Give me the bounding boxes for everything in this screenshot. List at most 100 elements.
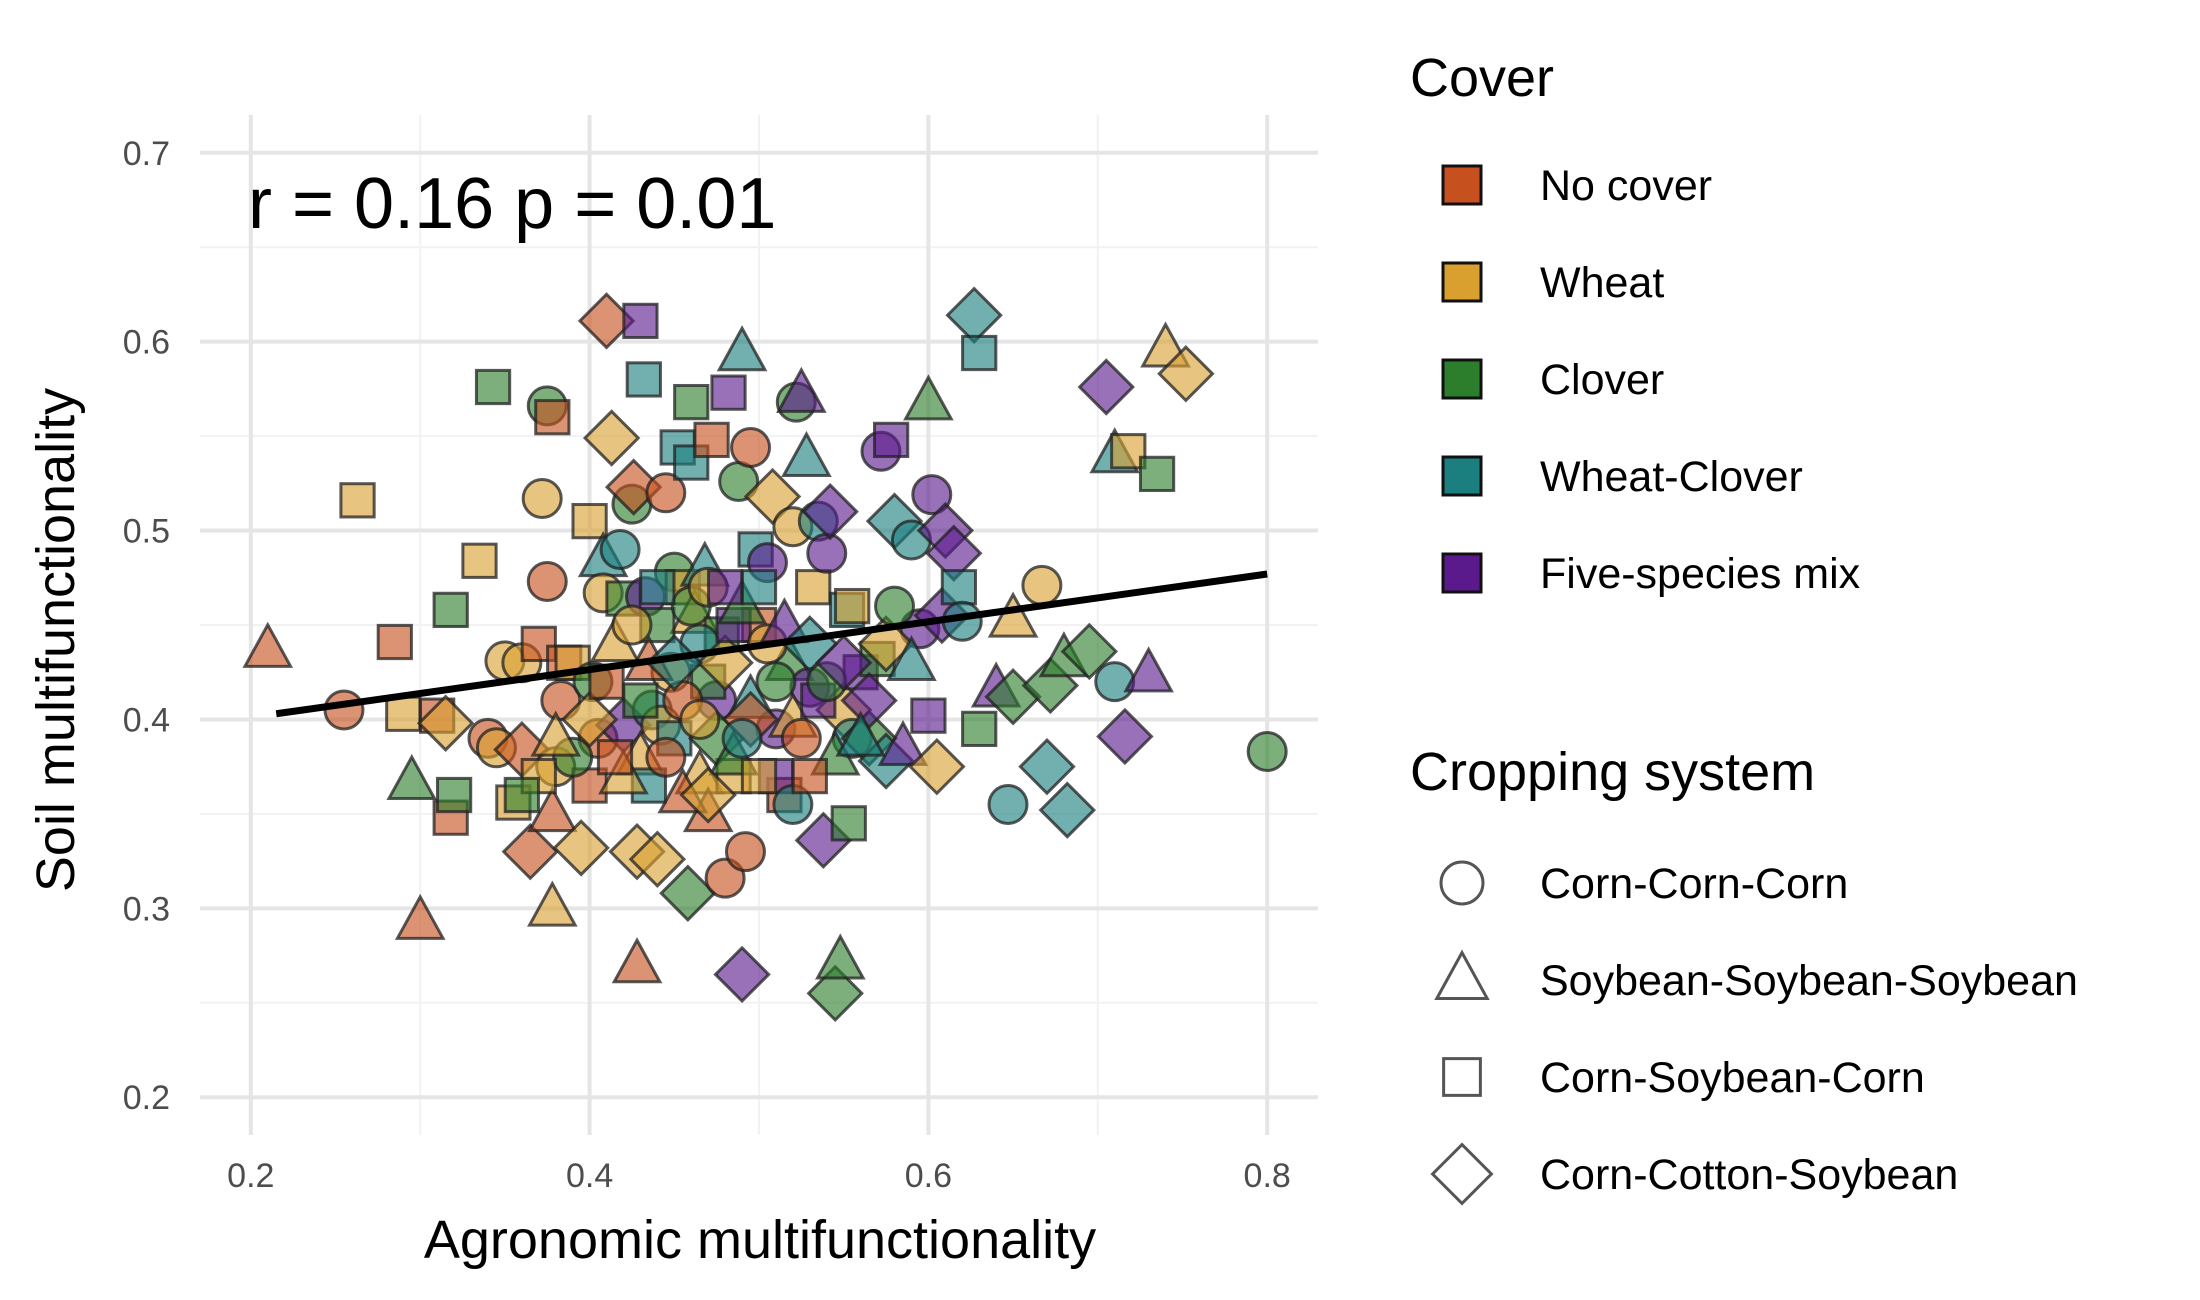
data-point [781, 430, 832, 478]
data-point [830, 805, 867, 842]
data-point [386, 753, 438, 801]
data-point [740, 569, 778, 606]
legend-cover-label: Five-species mix [1540, 550, 1861, 598]
data-point [1018, 737, 1076, 796]
x-tick-label: 0.4 [566, 1157, 613, 1195]
data-point [599, 528, 641, 570]
data-point [625, 361, 662, 398]
data-point [806, 532, 848, 574]
data-point [596, 739, 634, 776]
x-axis-ticks: 0.2 0.4 0.6 0.8 [227, 1157, 1291, 1195]
data-point [645, 472, 687, 514]
data-point [582, 409, 641, 467]
data-point [571, 502, 608, 540]
data-point [323, 689, 365, 731]
data-point [710, 374, 747, 411]
data-point [716, 325, 768, 372]
data-point [611, 604, 653, 646]
data-point [659, 864, 717, 922]
data-point [611, 937, 663, 984]
legend-system-label: Corn-Cotton-Soybean [1540, 1151, 1958, 1199]
data-point [376, 623, 413, 661]
data-point [385, 695, 422, 732]
y-tick-label: 0.7 [123, 135, 170, 173]
data-point [910, 697, 947, 734]
data-point [873, 421, 910, 459]
legend-cover-swatch [1441, 358, 1483, 400]
data-point [1096, 707, 1154, 766]
legend-system-key-triangle [1434, 949, 1490, 1001]
data-point [903, 374, 954, 421]
data-point [622, 302, 659, 340]
data-point [673, 383, 710, 421]
data-point [945, 286, 1003, 344]
trend-line [275, 570, 1268, 718]
legend-system-key-circle [1439, 860, 1485, 906]
data-point [776, 366, 827, 413]
data-point [530, 710, 582, 757]
y-tick-label: 0.2 [123, 1079, 170, 1117]
data-point [1138, 455, 1176, 493]
data-point [679, 766, 737, 824]
data-point [501, 822, 560, 881]
legend-system-key-diamond [1430, 1142, 1494, 1206]
y-tick-label: 0.4 [123, 701, 170, 739]
data-point [622, 682, 659, 719]
data-point [521, 477, 563, 519]
data-point [1110, 433, 1147, 470]
legend-cover-swatch [1441, 552, 1483, 594]
legend-cover-swatch [1441, 164, 1483, 206]
data-point [1246, 731, 1288, 773]
legend-cover-label: No cover [1540, 162, 1712, 210]
data-point [645, 736, 687, 778]
legend-cropping-system: Cropping system Corn-Corn-Corn Soybean-So… [1410, 742, 2078, 1206]
data-point [886, 634, 937, 682]
data-point [1021, 564, 1063, 606]
data-point [740, 757, 778, 795]
data-point [639, 569, 676, 606]
data-point [814, 634, 873, 692]
data-point [874, 585, 916, 627]
data-point [724, 831, 766, 873]
data-point [560, 690, 619, 749]
data-point [755, 661, 797, 703]
data-point [706, 569, 744, 606]
data-point [834, 587, 871, 625]
data-point [908, 737, 966, 796]
x-axis-title: Agronomic multifunctionality [424, 1210, 1096, 1270]
data-point [835, 710, 886, 757]
legend-system-label: Corn-Corn-Corn [1540, 860, 1848, 908]
data-point [780, 717, 822, 759]
legend-system-key-square [1442, 1057, 1482, 1097]
data-point [806, 964, 864, 1023]
data-point [961, 334, 998, 372]
y-tick-label: 0.6 [123, 324, 170, 362]
data-point [432, 591, 469, 629]
legend-system-label: Soybean-Soybean-Soybean [1540, 957, 2078, 1005]
legend-cover-title: Cover [1410, 48, 1554, 108]
x-tick-label: 0.8 [1244, 1157, 1291, 1195]
data-point [961, 710, 998, 748]
legend-cover: Cover No cover Wheat Clover Wheat-Clover Fiv… [1410, 48, 1861, 598]
data-point [339, 482, 376, 519]
data-point [721, 717, 763, 759]
data-point [730, 426, 772, 468]
data-point [801, 482, 859, 541]
data-point [791, 757, 828, 795]
legend-cover-label: Clover [1540, 356, 1664, 404]
legend-cover-swatch [1441, 455, 1483, 497]
data-point [527, 786, 578, 833]
data-points [242, 286, 1288, 1023]
data-point [679, 698, 721, 740]
data-point [1060, 622, 1119, 681]
data-point [503, 776, 540, 814]
data-point [416, 694, 475, 752]
y-axis-title: Soil multifunctionality [26, 388, 86, 892]
data-point [435, 776, 473, 814]
data-point [552, 819, 610, 877]
data-point [628, 830, 687, 888]
correlation-annotation: r = 0.16 p = 0.01 [248, 164, 776, 244]
data-point [940, 569, 978, 606]
data-point [242, 621, 294, 668]
